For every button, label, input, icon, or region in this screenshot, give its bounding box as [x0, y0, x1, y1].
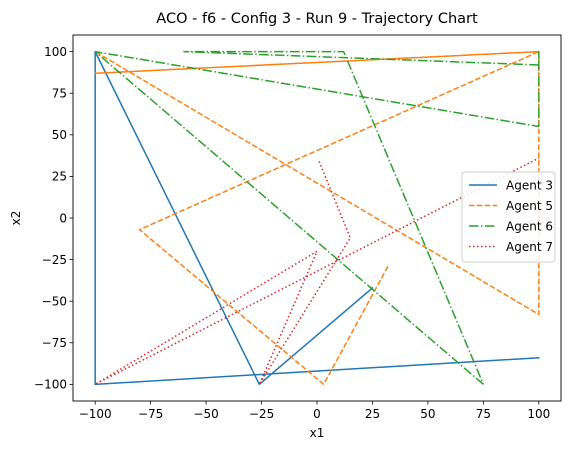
legend-box: [461, 171, 556, 263]
x-tick-label: −75: [138, 407, 163, 421]
series-line-agent-7: [94, 157, 540, 386]
series-line-agent-5: [94, 50, 540, 386]
legend-label: Agent 3: [506, 178, 553, 192]
legend-label: Agent 6: [506, 219, 553, 233]
chart-title: ACO - f6 - Config 3 - Run 9 - Trajectory…: [156, 11, 478, 27]
series-line-agent-6: [94, 50, 540, 385]
x-tick-label: −50: [193, 407, 218, 421]
y-tick-label: 0: [59, 211, 67, 225]
y-tick-label: −50: [42, 294, 67, 308]
x-tick-label: 75: [476, 407, 491, 421]
y-tick-label: −25: [42, 253, 67, 267]
y-tick-label: 75: [52, 87, 67, 101]
y-axis-label: x2: [9, 211, 23, 226]
y-tick-label: 100: [44, 45, 67, 59]
y-tick-label: 25: [52, 170, 67, 184]
y-tick-label: 50: [52, 128, 67, 142]
legend: Agent 3 Agent 5 Agent 6 Agent 7: [461, 171, 556, 263]
x-tick-label: −25: [249, 407, 274, 421]
legend-label: Agent 7: [506, 240, 553, 254]
y-axis-ticks: −100 −75 −50 −25 0 25 50 75 100: [34, 45, 73, 392]
x-tick-label: 100: [527, 407, 550, 421]
y-tick-label: −100: [34, 378, 67, 392]
x-axis-label: x1: [310, 426, 325, 440]
x-tick-label: 0: [313, 407, 321, 421]
y-tick-label: −75: [42, 336, 67, 350]
legend-label: Agent 5: [506, 199, 553, 213]
x-tick-label: 25: [365, 407, 380, 421]
x-tick-label: −100: [79, 407, 112, 421]
x-tick-label: 50: [420, 407, 435, 421]
series-group: [94, 50, 540, 386]
x-axis-ticks: −100 −75 −50 −25 0 25 50 75 100: [79, 401, 550, 421]
